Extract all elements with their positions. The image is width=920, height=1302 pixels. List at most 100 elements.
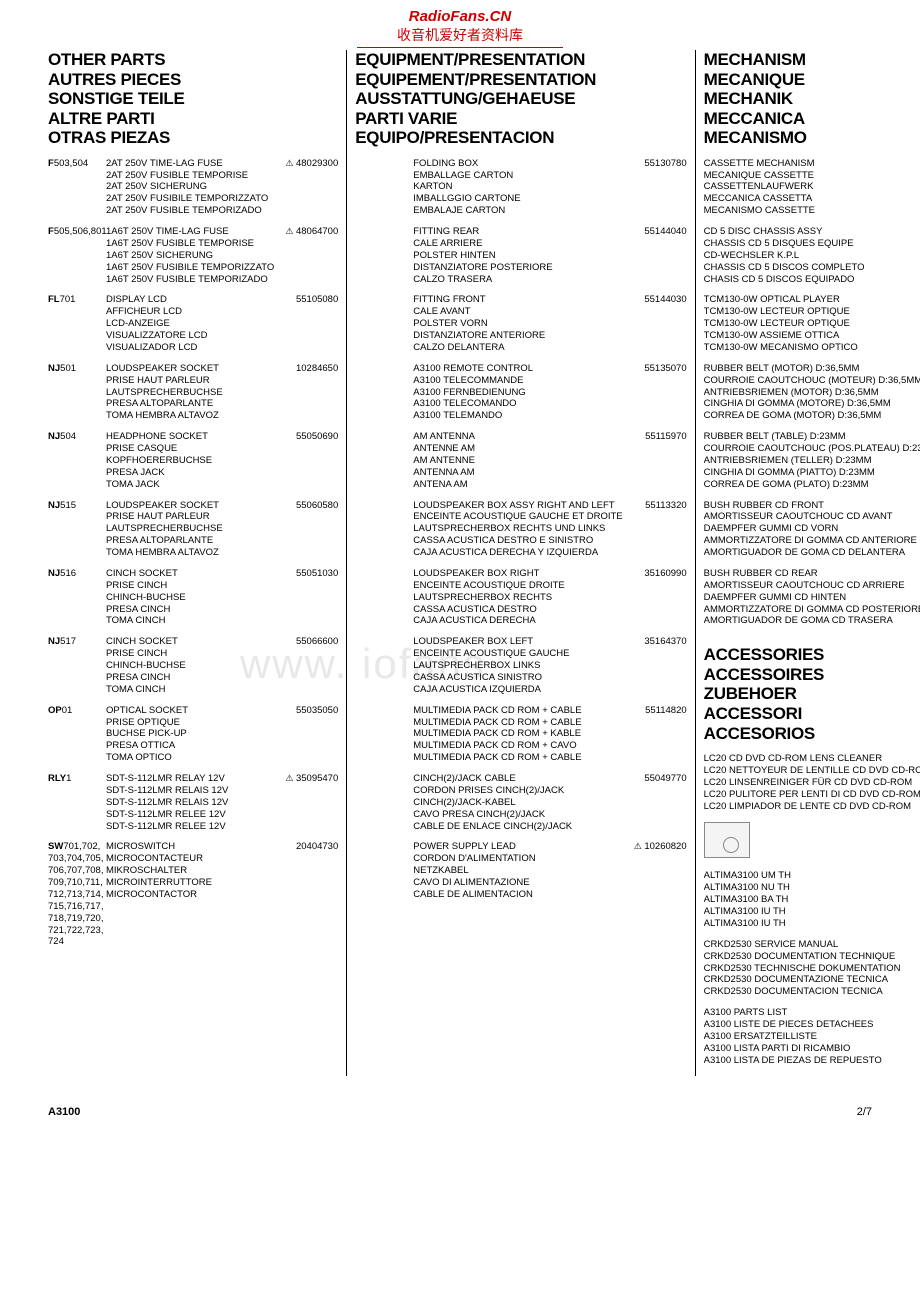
part-entry: AM ANTENNAANTENNE AMAM ANTENNEANTENNA AM…: [355, 431, 686, 490]
page-header: RadioFans.CN 收音机爱好者资料库: [0, 0, 920, 50]
section-title-other-parts: OTHER PARTSAUTRES PIECESSONSTIGE TEILEAL…: [48, 50, 338, 148]
part-number: 35164370: [627, 636, 687, 695]
site-subtitle: 收音机爱好者资料库: [357, 25, 563, 48]
part-desc: LC20 CD DVD CD-ROM LENS CLEANERLC20 NETT…: [704, 753, 920, 812]
part-entry: A3100 PARTS LISTA3100 LISTE DE PIECES DE…: [704, 1007, 920, 1066]
part-desc: CRKD2530 SERVICE MANUALCRKD2530 DOCUMENT…: [704, 939, 920, 998]
part-number: 55130780: [627, 158, 687, 217]
part-number: 55035050: [278, 705, 338, 764]
part-entry: RUBBER BELT (TABLE) D:23MMCOURROIE CAOUT…: [704, 431, 920, 490]
part-entry: F503,5042AT 250V TIME-LAG FUSE2AT 250V F…: [48, 158, 338, 217]
part-ref: [355, 363, 413, 422]
part-entry: FITTING FRONTCALE AVANTPOLSTER VORNDISTA…: [355, 294, 686, 353]
part-number: 55051030: [278, 568, 338, 627]
part-desc: SDT-S-112LMR RELAY 12VSDT-S-112LMR RELAI…: [106, 773, 278, 832]
part-ref: [355, 705, 413, 764]
part-ref: SW701,702, 703,704,705, 706,707,708, 709…: [48, 841, 106, 948]
part-ref: [355, 294, 413, 353]
part-entry: LOUDSPEAKER BOX RIGHTENCEINTE ACOUSTIQUE…: [355, 568, 686, 627]
part-entry: RUBBER BELT (MOTOR) D:36,5MMCOURROIE CAO…: [704, 363, 920, 422]
part-number: 48029300: [278, 158, 338, 217]
part-desc: LOUDSPEAKER SOCKETPRISE HAUT PARLEURLAUT…: [106, 363, 278, 422]
part-desc: CINCH(2)/JACK CABLECORDON PRISES CINCH(2…: [413, 773, 626, 832]
column-equipment: EQUIPMENT/PRESENTATIONEQUIPEMENT/PRESENT…: [355, 50, 695, 1076]
part-entry: A3100 REMOTE CONTROLA3100 TELECOMMANDEA3…: [355, 363, 686, 422]
part-desc: FITTING REARCALE ARRIEREPOLSTER HINTENDI…: [413, 226, 626, 285]
part-ref: F503,504: [48, 158, 106, 217]
part-number: 55105080: [278, 294, 338, 353]
section-title-mechanism: MECHANISMMECANIQUEMECHANIKMECCANICAMECAN…: [704, 50, 920, 148]
part-desc: ALTIMA3100 UM THALTIMA3100 NU THALTIMA31…: [704, 870, 920, 929]
part-ref: [355, 568, 413, 627]
part-number: 55115970: [627, 431, 687, 490]
part-entry: CD 5 DISC CHASSIS ASSYCHASSIS CD 5 DISQU…: [704, 226, 920, 285]
part-entry: MULTIMEDIA PACK CD ROM + CABLEMULTIMEDIA…: [355, 705, 686, 764]
part-number: 55050690: [278, 431, 338, 490]
part-ref: [355, 636, 413, 695]
part-ref: [355, 431, 413, 490]
page-footer: A3100 2/7: [0, 1076, 920, 1118]
site-name: RadioFans.CN: [0, 8, 920, 25]
part-desc: RUBBER BELT (MOTOR) D:36,5MMCOURROIE CAO…: [704, 363, 920, 422]
part-ref: [355, 158, 413, 217]
part-desc: LOUDSPEAKER BOX LEFTENCEINTE ACOUSTIQUE …: [413, 636, 626, 695]
part-ref: F505,506,801: [48, 226, 106, 285]
part-desc: DISPLAY LCDAFFICHEUR LCDLCD-ANZEIGEVISUA…: [106, 294, 278, 353]
part-entry: SW701,702, 703,704,705, 706,707,708, 709…: [48, 841, 338, 948]
part-desc: 1A6T 250V TIME-LAG FUSE1A6T 250V FUSIBLE…: [106, 226, 278, 285]
part-ref: NJ504: [48, 431, 106, 490]
part-entry: TCM130-0W OPTICAL PLAYERTCM130-0W LECTEU…: [704, 294, 920, 353]
part-ref: [355, 841, 413, 900]
part-desc: 2AT 250V TIME-LAG FUSE2AT 250V FUSIBLE T…: [106, 158, 278, 217]
part-desc: A3100 PARTS LISTA3100 LISTE DE PIECES DE…: [704, 1007, 920, 1066]
part-desc: MULTIMEDIA PACK CD ROM + CABLEMULTIMEDIA…: [413, 705, 626, 764]
part-desc: LOUDSPEAKER BOX RIGHTENCEINTE ACOUSTIQUE…: [413, 568, 626, 627]
part-desc: A3100 REMOTE CONTROLA3100 TELECOMMANDEA3…: [413, 363, 626, 422]
part-ref: [355, 226, 413, 285]
part-entry: NJ501LOUDSPEAKER SOCKETPRISE HAUT PARLEU…: [48, 363, 338, 422]
part-ref: NJ515: [48, 500, 106, 559]
part-number: 55144030: [627, 294, 687, 353]
part-entry: LOUDSPEAKER BOX ASSY RIGHT AND LEFTENCEI…: [355, 500, 686, 559]
part-entry: CRKD2530 SERVICE MANUALCRKD2530 DOCUMENT…: [704, 939, 920, 998]
section-title-accessories: ACCESSORIESACCESSOIRESZUBEHOERACCESSORIA…: [704, 645, 920, 743]
part-entry: FOLDING BOXEMBALLAGE CARTONKARTONIMBALLG…: [355, 158, 686, 217]
part-entry: NJ515LOUDSPEAKER SOCKETPRISE HAUT PARLEU…: [48, 500, 338, 559]
part-entry: NJ516CINCH SOCKETPRISE CINCHCHINCH-BUCHS…: [48, 568, 338, 627]
part-desc: OPTICAL SOCKETPRISE OPTIQUEBUCHSE PICK-U…: [106, 705, 278, 764]
part-entry: FITTING REARCALE ARRIEREPOLSTER HINTENDI…: [355, 226, 686, 285]
part-desc: RUBBER BELT (TABLE) D:23MMCOURROIE CAOUT…: [704, 431, 920, 490]
part-number: 10284650: [278, 363, 338, 422]
part-ref: [355, 773, 413, 832]
part-desc: CD 5 DISC CHASSIS ASSYCHASSIS CD 5 DISQU…: [704, 226, 920, 285]
part-number: 55114820: [627, 705, 687, 764]
part-entry: BUSH RUBBER CD FRONTAMORTISSEUR CAOUTCHO…: [704, 500, 920, 559]
footer-page: 2/7: [857, 1106, 872, 1118]
part-desc: MICROSWITCHMICROCONTACTEURMIKROSCHALTERM…: [106, 841, 278, 948]
part-number: 55144040: [627, 226, 687, 285]
part-desc: CASSETTE MECHANISMMECANIQUE CASSETTECASS…: [704, 158, 920, 217]
part-entry: CASSETTE MECHANISMMECANIQUE CASSETTECASS…: [704, 158, 920, 217]
part-desc: FITTING FRONTCALE AVANTPOLSTER VORNDISTA…: [413, 294, 626, 353]
column-other-parts: OTHER PARTSAUTRES PIECESSONSTIGE TEILEAL…: [48, 50, 347, 1076]
part-number: 55049770: [627, 773, 687, 832]
part-ref: RLY1: [48, 773, 106, 832]
column-mechanism: MECHANISMMECANIQUEMECHANIKMECCANICAMECAN…: [704, 50, 920, 1076]
part-number: 20404730: [278, 841, 338, 948]
part-ref: NJ501: [48, 363, 106, 422]
part-desc: CINCH SOCKETPRISE CINCHCHINCH-BUCHSEPRES…: [106, 568, 278, 627]
part-number: 55066600: [278, 636, 338, 695]
part-desc: FOLDING BOXEMBALLAGE CARTONKARTONIMBALLG…: [413, 158, 626, 217]
part-entry: LC20 CD DVD CD-ROM LENS CLEANERLC20 NETT…: [704, 753, 920, 812]
part-desc: CINCH SOCKETPRISE CINCHCHINCH-BUCHSEPRES…: [106, 636, 278, 695]
part-entry: BUSH RUBBER CD REARAMORTISSEUR CAOUTCHOU…: [704, 568, 920, 627]
part-desc: AM ANTENNAANTENNE AMAM ANTENNEANTENNA AM…: [413, 431, 626, 490]
part-desc: BUSH RUBBER CD FRONTAMORTISSEUR CAOUTCHO…: [704, 500, 920, 559]
part-number: 55113320: [627, 500, 687, 559]
part-ref: NJ516: [48, 568, 106, 627]
part-number: 48064700: [278, 226, 338, 285]
part-desc: POWER SUPPLY LEADCORDON D'ALIMENTATIONNE…: [413, 841, 626, 900]
part-desc: LOUDSPEAKER SOCKETPRISE HAUT PARLEURLAUT…: [106, 500, 278, 559]
part-number: 10260820: [627, 841, 687, 900]
part-entry: RLY1SDT-S-112LMR RELAY 12VSDT-S-112LMR R…: [48, 773, 338, 832]
